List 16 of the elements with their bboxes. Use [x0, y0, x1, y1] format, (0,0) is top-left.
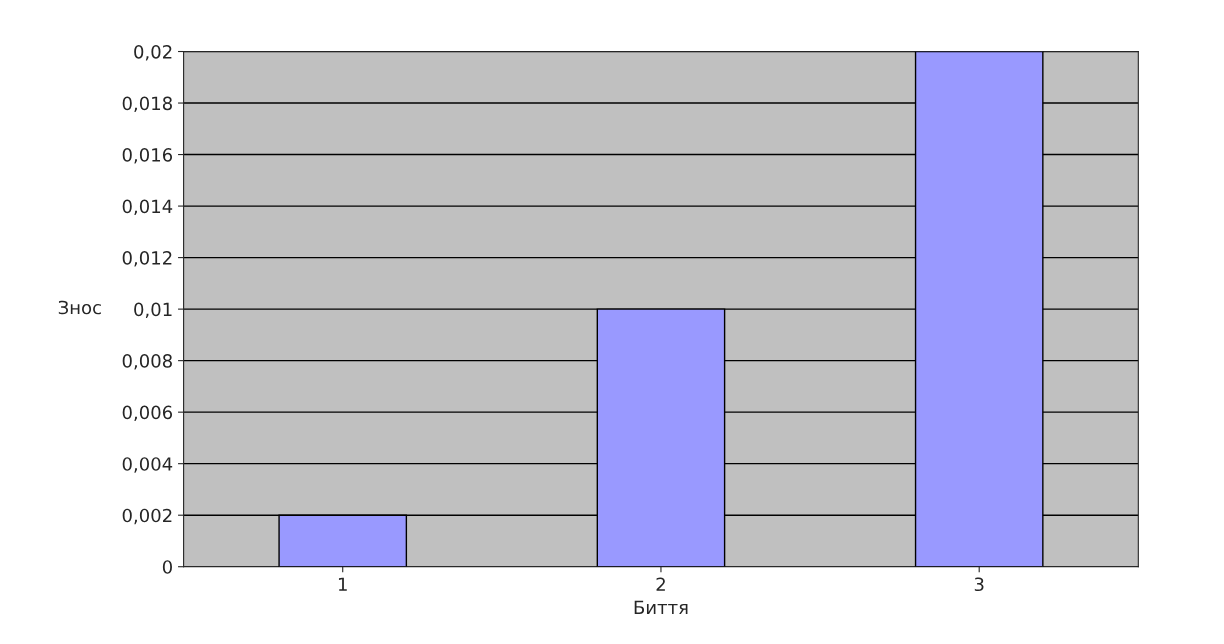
y-axis-title: Знос [58, 300, 101, 315]
y-tick-label: 0,012 [122, 251, 172, 267]
y-tick-label: 0,014 [122, 199, 173, 216]
y-tick-label: 0 [162, 560, 172, 574]
y-tick-label: 0,02 [134, 44, 172, 61]
y-tick-label: 0,006 [122, 405, 173, 422]
y-tick-label: 0,004 [122, 457, 173, 473]
y-tick-label: 0,018 [122, 96, 172, 112]
x-tick-label: 1 [338, 577, 347, 591]
x-tick-label: 3 [974, 577, 984, 592]
y-tick-label: 0,016 [122, 148, 173, 164]
y-tick-label: 0,008 [122, 354, 172, 370]
x-axis-title: Биття [634, 600, 688, 614]
y-tick-label: 0,002 [122, 508, 172, 525]
x-tick-label: 2 [656, 577, 665, 591]
y-tick-label: 0,01 [134, 302, 172, 319]
